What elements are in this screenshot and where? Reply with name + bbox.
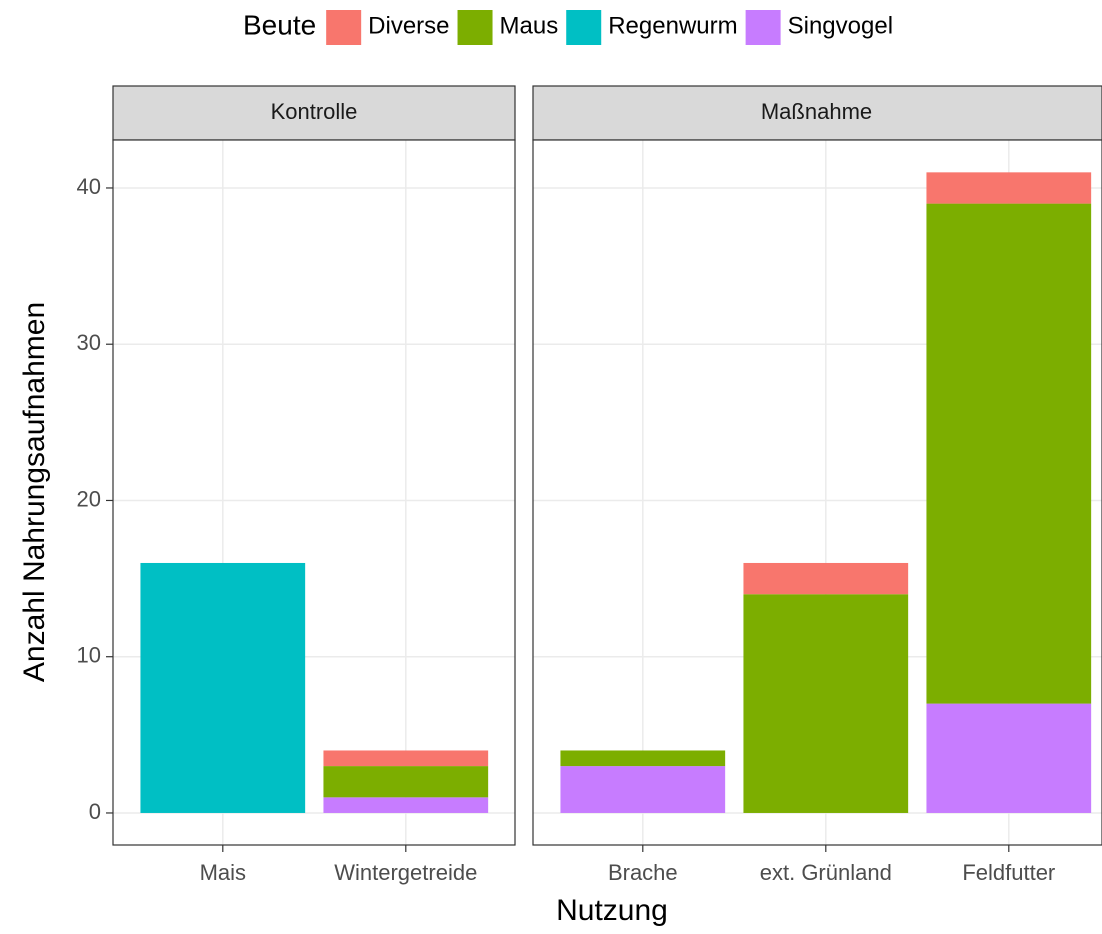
x-tick-label: Wintergetreide bbox=[334, 860, 477, 885]
y-tick-label: 10 bbox=[77, 643, 101, 668]
legend-label: Maus bbox=[500, 12, 559, 39]
legend-key bbox=[457, 10, 493, 45]
legend-label: Singvogel bbox=[788, 12, 893, 39]
legend-title: Beute bbox=[243, 9, 316, 40]
bar-segment bbox=[560, 750, 726, 767]
panel-border bbox=[112, 139, 516, 846]
x-tick-label: Brache bbox=[608, 860, 678, 885]
facet-strip bbox=[112, 85, 516, 141]
x-tick-label: ext. Grünland bbox=[760, 860, 892, 885]
legend-label: Diverse bbox=[368, 12, 449, 39]
bar-segment bbox=[323, 750, 489, 767]
bar-segment bbox=[743, 594, 909, 813]
bar-segment bbox=[743, 562, 909, 595]
y-tick-label: 20 bbox=[77, 486, 101, 511]
bar-segment bbox=[560, 766, 726, 813]
bar-segment bbox=[140, 562, 306, 813]
legend-key bbox=[745, 10, 781, 45]
panel bbox=[533, 140, 1102, 845]
x-tick-label: Feldfutter bbox=[962, 860, 1055, 885]
legend-key bbox=[326, 10, 362, 45]
legend-key bbox=[566, 10, 602, 45]
y-axis-title: Anzahl Nahrungsaufnahmen bbox=[18, 302, 51, 682]
bar-segment bbox=[926, 203, 1092, 704]
facet-title: Kontrolle bbox=[271, 99, 358, 124]
bar-segment bbox=[323, 797, 489, 813]
bar-segment bbox=[323, 766, 489, 798]
bar-segment bbox=[926, 703, 1092, 813]
y-tick-label: 40 bbox=[77, 174, 101, 199]
panel bbox=[113, 140, 515, 845]
facet-title: Maßnahme bbox=[761, 99, 872, 124]
x-axis-title: Nutzung bbox=[556, 894, 668, 927]
bar-segment bbox=[926, 172, 1092, 204]
x-tick-label: Mais bbox=[200, 860, 246, 885]
y-tick-label: 0 bbox=[89, 799, 101, 824]
panel-border bbox=[532, 139, 1102, 846]
legend-label: Regenwurm bbox=[608, 12, 737, 39]
y-tick-label: 30 bbox=[77, 330, 101, 355]
